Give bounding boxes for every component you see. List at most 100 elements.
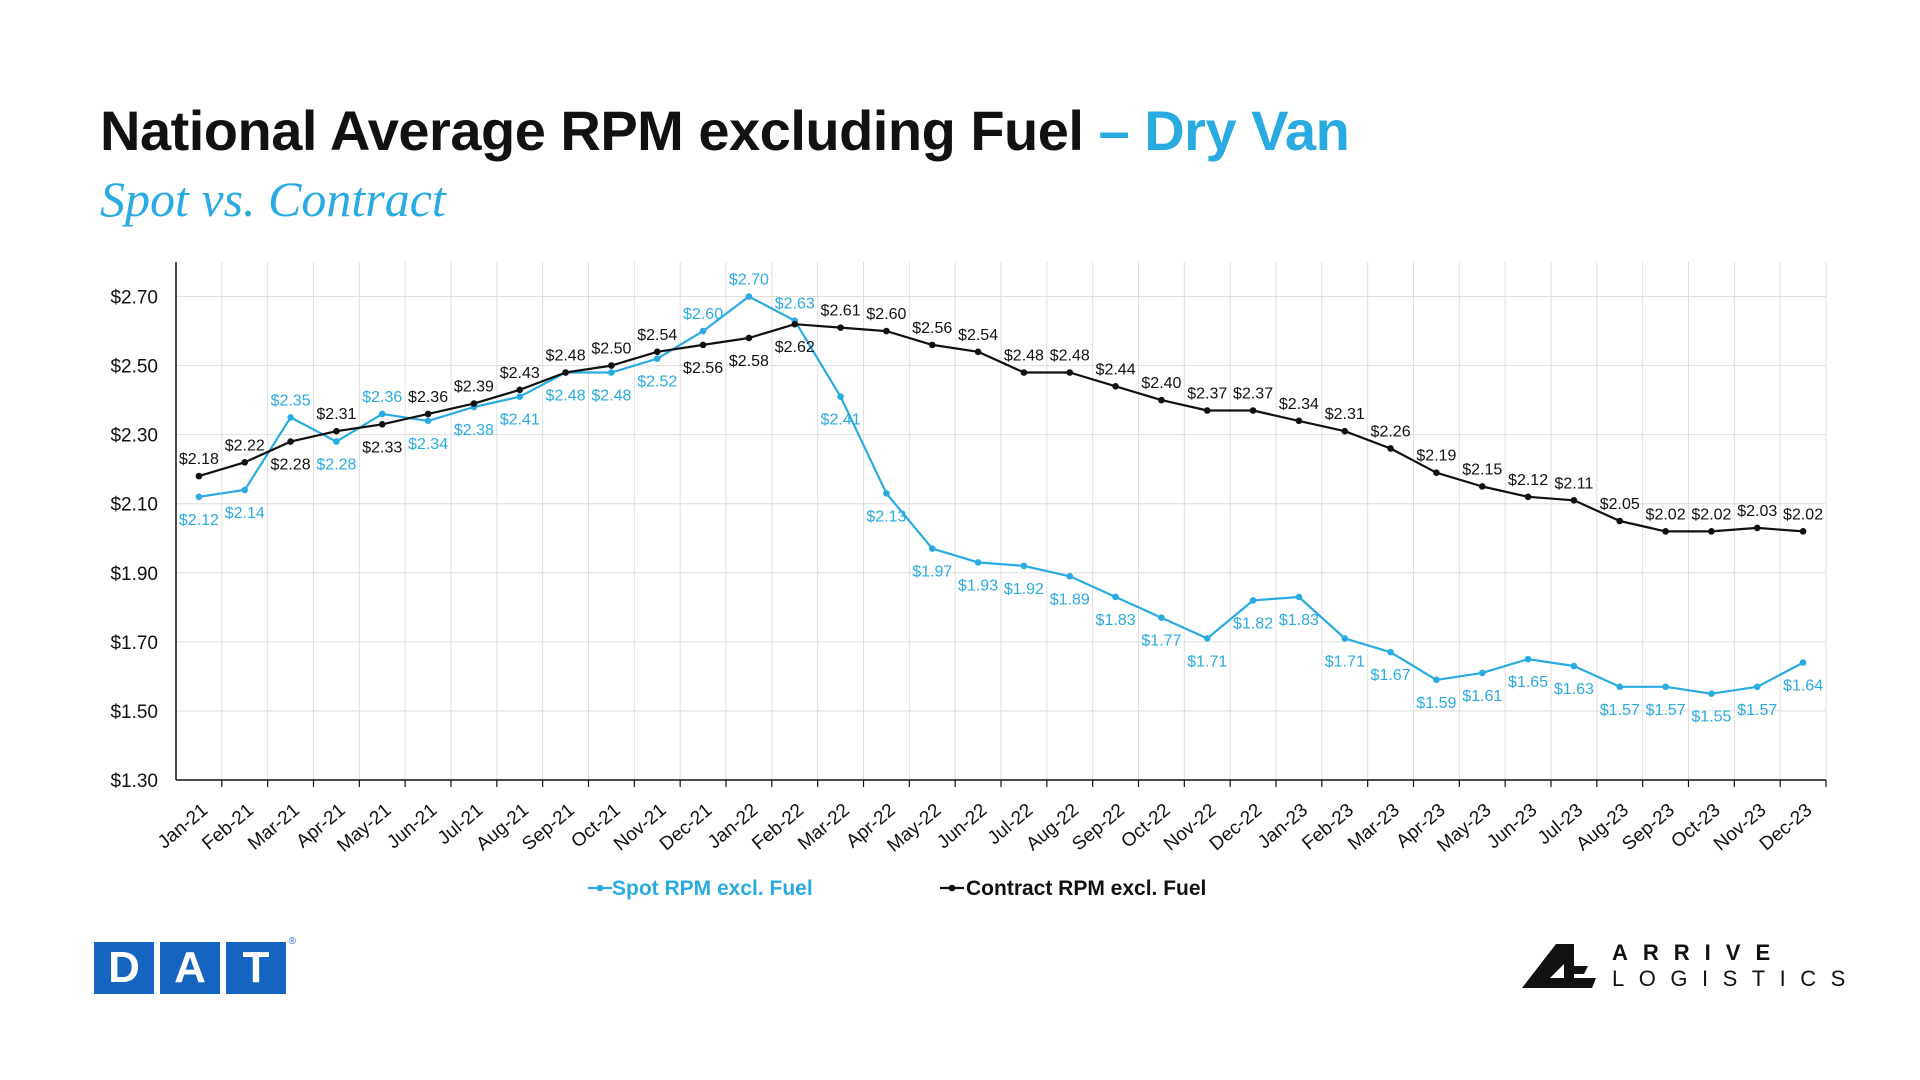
- legend-label: Contract RPM excl. Fuel: [966, 877, 1206, 900]
- data-label: $2.39: [454, 379, 494, 396]
- data-point: [1066, 572, 1074, 580]
- data-point: [1341, 427, 1349, 435]
- data-point: [1662, 683, 1669, 691]
- data-label: $2.40: [1141, 375, 1181, 392]
- data-point: [1524, 655, 1532, 663]
- data-point: [1524, 493, 1532, 501]
- data-label: $2.60: [866, 306, 906, 323]
- data-point: [745, 293, 753, 300]
- dat-logo-letter-d: D: [94, 942, 154, 994]
- data-label: $1.61: [1462, 688, 1502, 705]
- data-point: [1249, 597, 1257, 604]
- data-label: $2.70: [729, 272, 769, 289]
- x-tick-label: Jun-21: [383, 800, 441, 853]
- data-point: [1112, 593, 1119, 601]
- data-label: $2.18: [179, 451, 219, 468]
- data-label: $2.48: [546, 388, 586, 405]
- grid-layer: [175, 262, 1827, 780]
- data-label: $2.37: [1187, 385, 1227, 402]
- y-tick-label: $1.30: [110, 771, 158, 792]
- data-point: [974, 559, 982, 566]
- data-point: [241, 458, 249, 466]
- data-point: [333, 427, 340, 435]
- x-tick-label: Feb-21: [198, 800, 258, 855]
- data-label: $2.12: [179, 512, 219, 529]
- data-point: [470, 400, 478, 407]
- x-tick-label: Mar-22: [794, 800, 854, 855]
- data-point: [195, 472, 203, 480]
- data-label: $2.56: [683, 360, 723, 377]
- series-line-contract: [198, 323, 1804, 533]
- data-label: $2.54: [958, 327, 998, 344]
- data-label: $2.11: [1554, 475, 1593, 492]
- data-label: $2.41: [821, 412, 861, 429]
- data-label: $1.77: [1141, 633, 1181, 650]
- data-label: $2.58: [729, 353, 769, 370]
- data-point: [1799, 528, 1807, 535]
- data-point: [745, 334, 753, 342]
- data-point: [241, 486, 249, 494]
- arrive-wordmark-line1: ARRIVE: [1612, 940, 1786, 965]
- data-point: [1341, 635, 1349, 642]
- data-point: [1158, 614, 1165, 621]
- data-point: [1708, 528, 1715, 535]
- legend: Spot RPM excl. Fuel Contract RPM excl. Fu…: [588, 877, 1206, 900]
- dat-logo-letter-t: T: [226, 942, 286, 994]
- data-label: $2.36: [408, 389, 448, 406]
- x-tick-label: Mar-21: [244, 800, 304, 855]
- data-label: $1.83: [1096, 612, 1136, 629]
- data-label: $2.35: [271, 392, 311, 409]
- data-label: $2.48: [1050, 348, 1090, 365]
- data-point: [333, 438, 340, 445]
- data-point: [1478, 483, 1486, 490]
- x-tick-label: Mar-23: [1344, 800, 1404, 855]
- data-label: $2.33: [362, 439, 402, 456]
- x-tick-label: Jun-22: [933, 800, 991, 853]
- data-label: $2.03: [1737, 503, 1777, 520]
- data-point: [928, 341, 936, 349]
- data-point: [195, 493, 203, 501]
- data-point: [653, 348, 661, 356]
- data-point: [608, 362, 615, 369]
- arrive-wordmark-line2: LOGISTICS: [1612, 966, 1860, 991]
- data-label: $2.63: [775, 296, 815, 313]
- data-label: $2.02: [1646, 506, 1686, 523]
- x-tick-label: Dec-22: [1206, 800, 1266, 855]
- data-label: $2.48: [1004, 348, 1044, 365]
- data-point: [1249, 407, 1257, 414]
- x-tick-label: Sep-22: [1068, 800, 1128, 855]
- data-point: [424, 417, 432, 425]
- data-label: $2.48: [591, 388, 631, 405]
- data-point: [1158, 396, 1165, 404]
- data-point: [1112, 383, 1119, 390]
- data-point: [1708, 690, 1715, 697]
- data-label: $2.12: [1508, 472, 1548, 489]
- data-point: [883, 327, 890, 335]
- data-label: $1.64: [1783, 678, 1823, 695]
- legend-swatch-marker: [948, 884, 956, 892]
- data-label: $2.52: [637, 374, 677, 391]
- title-main: National Average RPM excluding Fuel: [100, 99, 1084, 162]
- label-layer: $2.12 $2.14 $2.35 $2.28 $2.36 $2.34 $2.38 $2.41…: [179, 272, 1823, 726]
- data-label: $2.31: [316, 406, 356, 423]
- data-point: [883, 490, 890, 497]
- data-label: $2.43: [500, 365, 540, 382]
- x-tick-label: Dec-23: [1756, 800, 1816, 855]
- data-point: [378, 410, 386, 418]
- arrive-wordmark: ARRIVE LOGISTICS: [1612, 940, 1860, 992]
- data-label: $1.93: [958, 577, 998, 594]
- data-label: $1.67: [1371, 667, 1411, 684]
- data-label: $2.05: [1600, 496, 1640, 513]
- data-point: [1753, 524, 1761, 532]
- data-label: $1.57: [1737, 702, 1777, 719]
- data-point: [1616, 683, 1624, 691]
- data-label: $2.61: [821, 303, 861, 320]
- series-layer: [195, 293, 1807, 697]
- data-point: [1433, 469, 1440, 476]
- x-tick-label: Feb-23: [1298, 800, 1358, 855]
- data-label: $2.14: [225, 505, 265, 522]
- data-point: [1387, 445, 1394, 452]
- data-label: $1.92: [1004, 581, 1044, 598]
- data-point: [1570, 496, 1578, 504]
